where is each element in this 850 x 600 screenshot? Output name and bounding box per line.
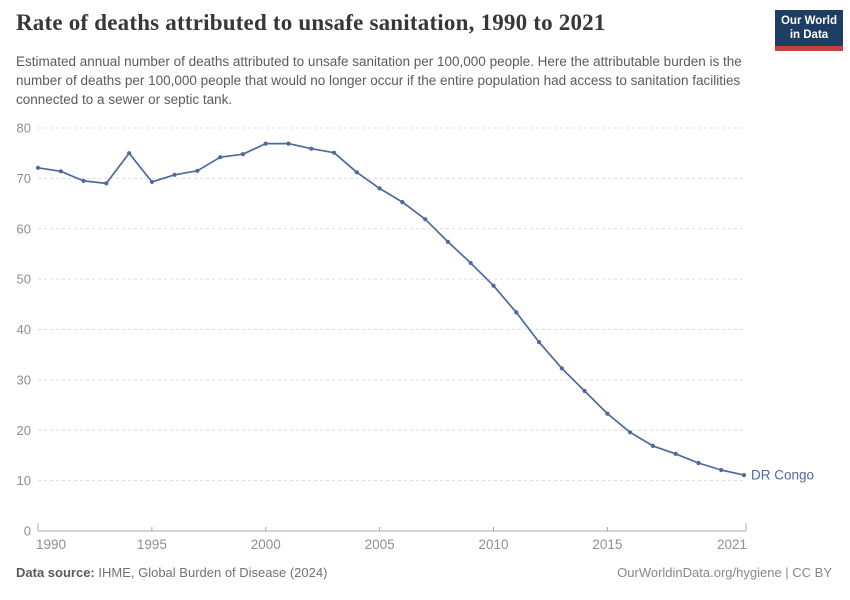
x-tick-label: 1995 <box>137 537 167 552</box>
chart-subtitle: Estimated annual number of deaths attrib… <box>16 54 742 108</box>
data-point[interactable] <box>445 239 450 244</box>
data-point[interactable] <box>286 141 291 146</box>
data-point[interactable] <box>400 200 405 205</box>
y-tick-label: 0 <box>24 524 31 539</box>
data-point[interactable] <box>35 165 41 170</box>
x-tick-label: 2000 <box>251 537 281 552</box>
data-point[interactable] <box>218 155 223 160</box>
data-line[interactable] <box>37 142 745 476</box>
page-title: Rate of deaths attributed to unsafe sani… <box>16 10 606 35</box>
data-point[interactable] <box>673 451 678 456</box>
data-point[interactable] <box>104 181 109 186</box>
data-point[interactable] <box>582 388 587 394</box>
data-point[interactable] <box>377 186 382 191</box>
data-point[interactable] <box>514 310 519 315</box>
data-point[interactable] <box>741 473 747 478</box>
data-point[interactable] <box>149 179 154 184</box>
chart-footer: Data source: IHME, Global Burden of Dise… <box>16 565 832 580</box>
owid-logo[interactable]: Our World in Data <box>775 10 843 52</box>
data-point[interactable] <box>423 217 428 222</box>
data-point[interactable] <box>172 172 177 177</box>
y-tick-label: 70 <box>17 171 31 186</box>
x-tick-label: 1990 <box>36 537 66 552</box>
x-tick-label: 2005 <box>365 537 395 552</box>
owid-logo-line2: in Data <box>789 28 829 41</box>
data-source: Data source: IHME, Global Burden of Dise… <box>16 565 327 580</box>
owid-logo-line1: Our World <box>780 15 837 27</box>
data-point[interactable] <box>628 430 633 435</box>
x-tick-label: 2015 <box>592 537 622 552</box>
data-point[interactable] <box>332 150 337 155</box>
y-tick-label: 20 <box>17 423 31 438</box>
y-tick-label: 60 <box>17 221 31 236</box>
y-tick-label: 50 <box>17 272 31 287</box>
data-point[interactable] <box>719 467 724 473</box>
data-point[interactable] <box>650 443 656 448</box>
data-point[interactable] <box>58 169 63 174</box>
data-point[interactable] <box>559 366 564 371</box>
data-point[interactable] <box>696 460 701 466</box>
series-end-label[interactable]: DR Congo <box>751 468 814 483</box>
data-point[interactable] <box>536 340 542 345</box>
y-tick-label: 40 <box>17 322 31 337</box>
y-tick-label: 10 <box>17 473 31 488</box>
data-point[interactable] <box>81 178 86 183</box>
data-point[interactable] <box>354 170 359 175</box>
data-point[interactable] <box>195 168 200 173</box>
data-point[interactable] <box>263 141 268 146</box>
x-tick-label: 2021 <box>717 537 747 552</box>
data-point[interactable] <box>605 411 610 416</box>
data-point[interactable] <box>309 146 314 151</box>
x-tick-label: 2010 <box>478 537 508 552</box>
data-point[interactable] <box>127 151 132 156</box>
data-source-value: IHME, Global Burden of Disease (2024) <box>98 565 328 580</box>
data-source-label: Data source: <box>16 565 95 580</box>
y-tick-label: 80 <box>17 121 31 136</box>
y-tick-label: 30 <box>17 372 31 387</box>
data-point[interactable] <box>491 283 496 288</box>
data-point[interactable] <box>468 260 473 266</box>
footer-license-link[interactable]: OurWorldinData.org/hygiene | CC BY <box>617 565 832 580</box>
data-point[interactable] <box>240 152 246 157</box>
